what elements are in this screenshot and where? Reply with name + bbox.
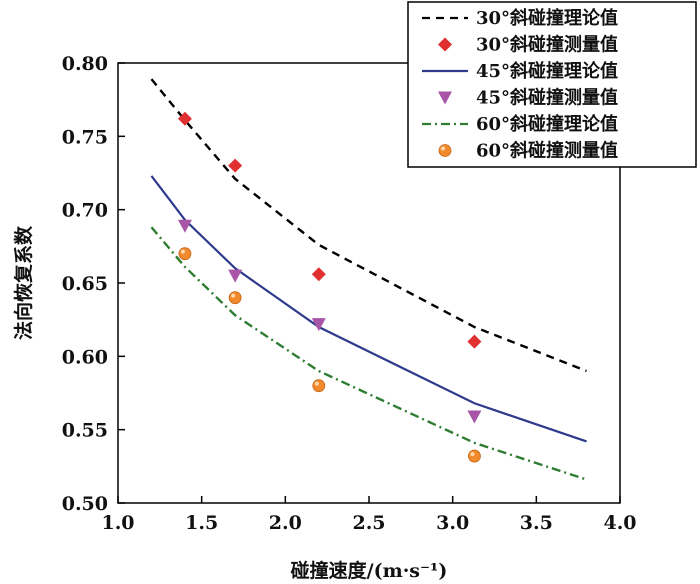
x-tick-label: 3.0 bbox=[436, 512, 469, 534]
data-point-series-1 bbox=[467, 334, 482, 349]
series-line-2 bbox=[150, 175, 587, 443]
y-tick-label: 0.80 bbox=[62, 53, 108, 75]
data-point-series-3 bbox=[228, 269, 243, 283]
x-tick-label: 1.0 bbox=[101, 512, 134, 534]
data-point-series-1 bbox=[311, 267, 326, 282]
legend-swatch-marker bbox=[438, 144, 452, 157]
y-tick-label: 0.55 bbox=[62, 420, 108, 442]
legend-label: 60°斜碰撞测量值 bbox=[476, 140, 618, 162]
x-tick-label: 2.5 bbox=[352, 512, 385, 534]
y-tick-label: 0.50 bbox=[62, 493, 108, 515]
legend-swatch-marker bbox=[438, 91, 452, 105]
y-tick-label: 0.60 bbox=[62, 346, 108, 368]
data-point-series-3 bbox=[311, 318, 326, 332]
x-tick-label: 2.0 bbox=[269, 512, 302, 534]
x-tick-label: 3.5 bbox=[520, 512, 553, 534]
x-tick-label: 1.5 bbox=[185, 512, 218, 534]
legend-label: 30°斜碰撞测量值 bbox=[476, 34, 618, 56]
data-point-series-1 bbox=[228, 158, 243, 173]
legend-label: 30°斜碰撞理论值 bbox=[476, 7, 618, 29]
y-tick-label: 0.75 bbox=[62, 126, 108, 148]
data-point-series-1 bbox=[177, 111, 192, 126]
legend-label: 45°斜碰撞理论值 bbox=[476, 60, 618, 82]
y-tick-label: 0.70 bbox=[62, 200, 108, 222]
legend-swatch-marker bbox=[438, 37, 452, 52]
legend-label: 45°斜碰撞测量值 bbox=[476, 87, 618, 109]
x-axis-title: 碰撞速度/(m·s⁻¹) bbox=[291, 559, 448, 582]
legend-swatch-marker-highlight bbox=[441, 146, 445, 151]
data-point-series-5 bbox=[468, 449, 481, 463]
data-point-series-5 bbox=[312, 379, 326, 393]
data-point-series-5-highlight bbox=[231, 293, 236, 298]
series-line-4 bbox=[150, 226, 587, 481]
y-axis-title: 法向恢复系数 bbox=[12, 225, 35, 340]
data-point-series-5 bbox=[178, 247, 192, 261]
legend-label: 60°斜碰撞理论值 bbox=[476, 113, 618, 135]
data-point-series-5-highlight bbox=[470, 452, 475, 457]
data-point-series-5 bbox=[228, 291, 242, 305]
data-point-series-5-highlight bbox=[314, 381, 319, 386]
x-tick-label: 4.0 bbox=[603, 512, 636, 534]
legend-box bbox=[407, 1, 697, 168]
data-point-series-5-highlight bbox=[180, 249, 185, 254]
y-tick-label: 0.65 bbox=[62, 273, 108, 295]
series-line-0 bbox=[150, 78, 587, 373]
data-point-series-3 bbox=[467, 410, 482, 424]
data-point-series-3 bbox=[177, 219, 192, 233]
